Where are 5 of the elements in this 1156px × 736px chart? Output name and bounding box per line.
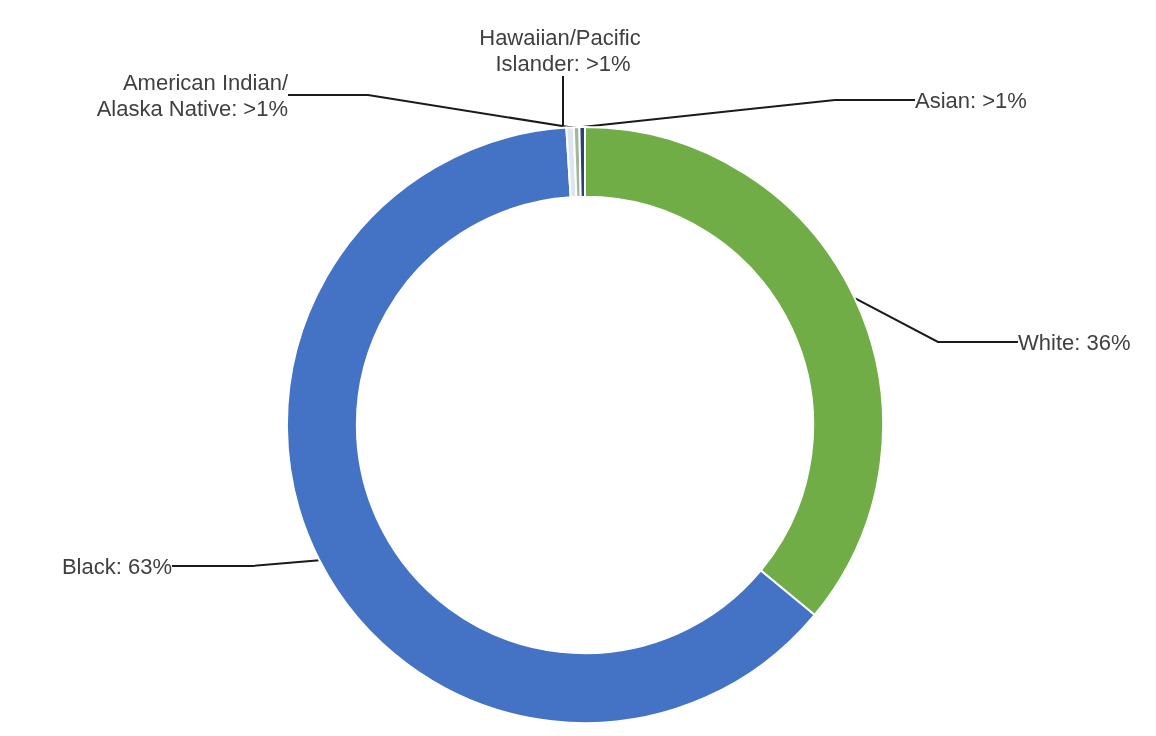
slice-label: Hawaiian/Pacific Islander: >1% xyxy=(479,24,647,76)
slice-label: Black: 63% xyxy=(61,553,172,579)
slice-label: Asian: >1% xyxy=(915,87,1027,113)
slice-label: White: 36% xyxy=(1018,329,1131,355)
slice-label: American Indian/Alaska Native: >1% xyxy=(96,69,289,121)
